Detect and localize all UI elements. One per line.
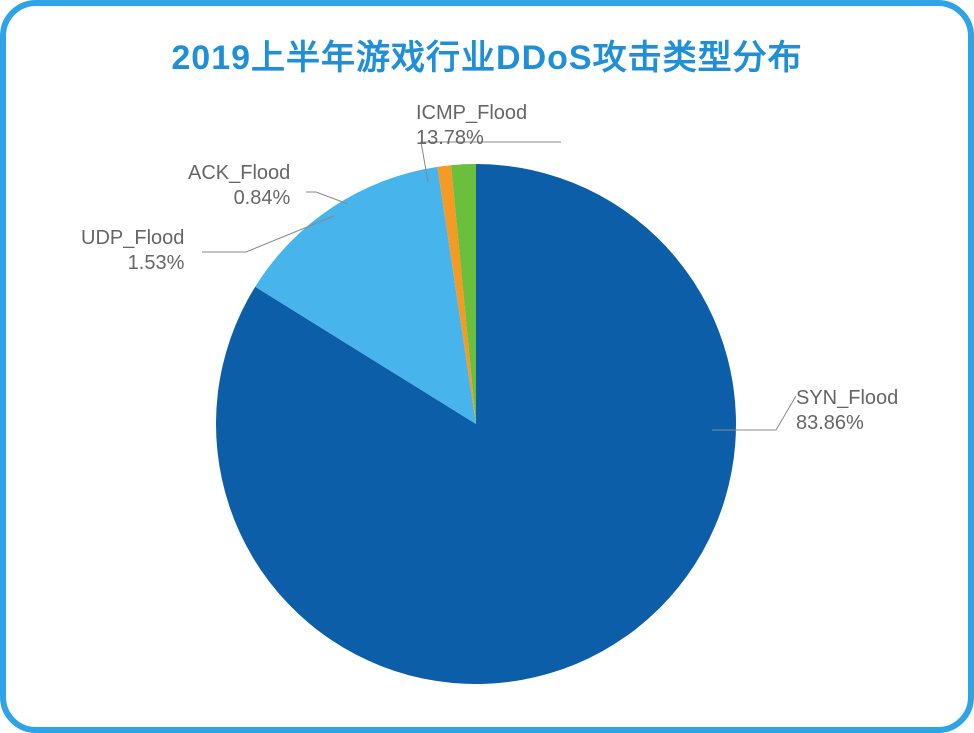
slice-name: SYN_Flood [796, 386, 898, 411]
slice-pct: 83.86% [796, 411, 898, 436]
slice-pct: 1.53% [81, 251, 184, 276]
slice-label-ACK_Flood: ACK_Flood0.84% [188, 161, 290, 211]
slice-pct: 13.78% [416, 126, 527, 151]
slice-name: ACK_Flood [188, 161, 290, 186]
slice-label-SYN_Flood: SYN_Flood83.86% [796, 386, 898, 436]
slice-label-UDP_Flood: UDP_Flood1.53% [81, 226, 184, 276]
slice-name: UDP_Flood [81, 226, 184, 251]
slice-label-ICMP_Flood: ICMP_Flood13.78% [416, 101, 527, 151]
slice-name: ICMP_Flood [416, 101, 527, 126]
chart-frame: 2019上半年游戏行业DDoS攻击类型分布 SYN_Flood83.86%ICM… [0, 0, 974, 733]
slice-pct: 0.84% [188, 186, 290, 211]
